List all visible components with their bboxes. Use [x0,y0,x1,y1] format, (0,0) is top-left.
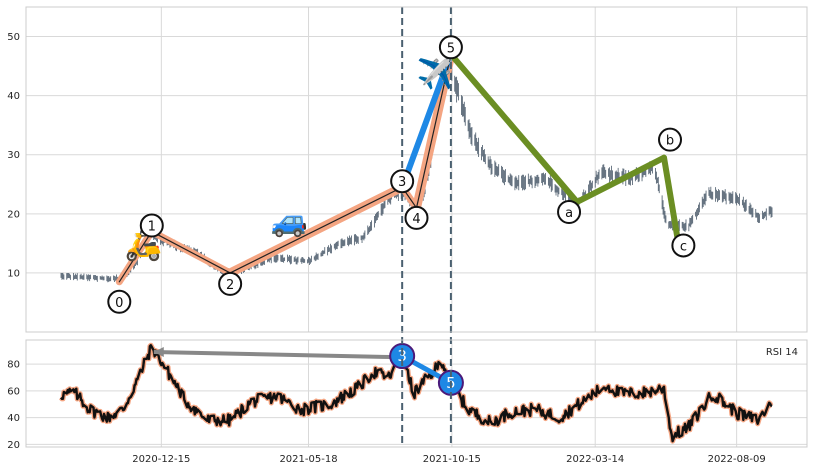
wave-core-1 [118,230,153,283]
rsi-marker-3 [389,343,416,370]
wave-vertical-lines [401,7,452,447]
wave-label-circle-0 [107,289,132,314]
wave-label-circle-a [557,200,582,224]
elliott-waves: 🛵🚙✈️ [115,49,681,286]
main-frame [25,6,808,333]
wave-label-circle-4 [404,205,429,230]
wave-label-c: c [680,239,687,254]
wave-labels: 0 1 2 3 4 5 a b c [107,35,696,314]
wave-c-line [661,154,681,241]
rsi-marker-label-3: 3 [397,347,407,365]
car-icon: 🚙 [271,204,308,239]
wave-core-2 [151,230,231,274]
xtick-2020-12-15: 2020-12-15 [132,454,190,465]
divergence-arrow [153,350,391,360]
main-ytick-10: 10 [7,268,20,279]
wave-label-circle-c [671,233,696,258]
main-plot-area [26,7,807,332]
xtick-2021-05-18: 2021-05-18 [279,454,337,465]
xtick-2022-03-14: 2022-03-14 [566,454,624,465]
wave-label-a: a [565,206,573,221]
divergence-arrowhead [153,347,164,358]
wave-label-3: 3 [398,175,406,190]
main-ytick-20: 20 [7,209,20,220]
main-grid [26,7,807,332]
rsi-frame [25,339,808,448]
wave-label-5: 5 [447,41,455,56]
rsi-series: 35 [59,342,774,444]
xtick-2021-10-15: 2021-10-15 [423,454,481,465]
wave-label-circle-2 [218,271,243,296]
main-ytick-30: 30 [7,150,20,161]
wave-core-3 [229,186,403,274]
plane-icon: ✈️ [417,54,454,91]
wave-label-2: 2 [226,278,234,293]
rsi-ytick-40: 40 [7,413,20,424]
wave-label-circle-5 [438,35,463,60]
wave-label-circle-b [658,127,683,152]
wave-label-circle-3 [390,169,415,194]
wave-3-5-blue [399,51,454,191]
wave-b-line [574,154,668,205]
wave-label-4: 4 [412,212,420,227]
rsi-ytick-20: 20 [7,440,20,451]
rsi-legend: RSI 14 [766,347,798,358]
rsi-ytick-80: 80 [7,360,20,371]
wave-core-5 [415,53,452,209]
wave-label-0: 0 [115,296,123,311]
wave-label-b: b [666,134,674,149]
main-ytick-40: 40 [7,91,20,102]
main-ytick-50: 50 [7,32,20,43]
rsi-ytick-60: 60 [7,386,20,397]
wave-label-1: 1 [148,220,156,235]
rsi-line [60,344,773,443]
axes-frames [25,6,808,448]
xtick-2022-08-09: 2022-08-09 [708,454,766,465]
wave-label-circle-1 [139,213,164,238]
wave-a-line [447,51,581,205]
